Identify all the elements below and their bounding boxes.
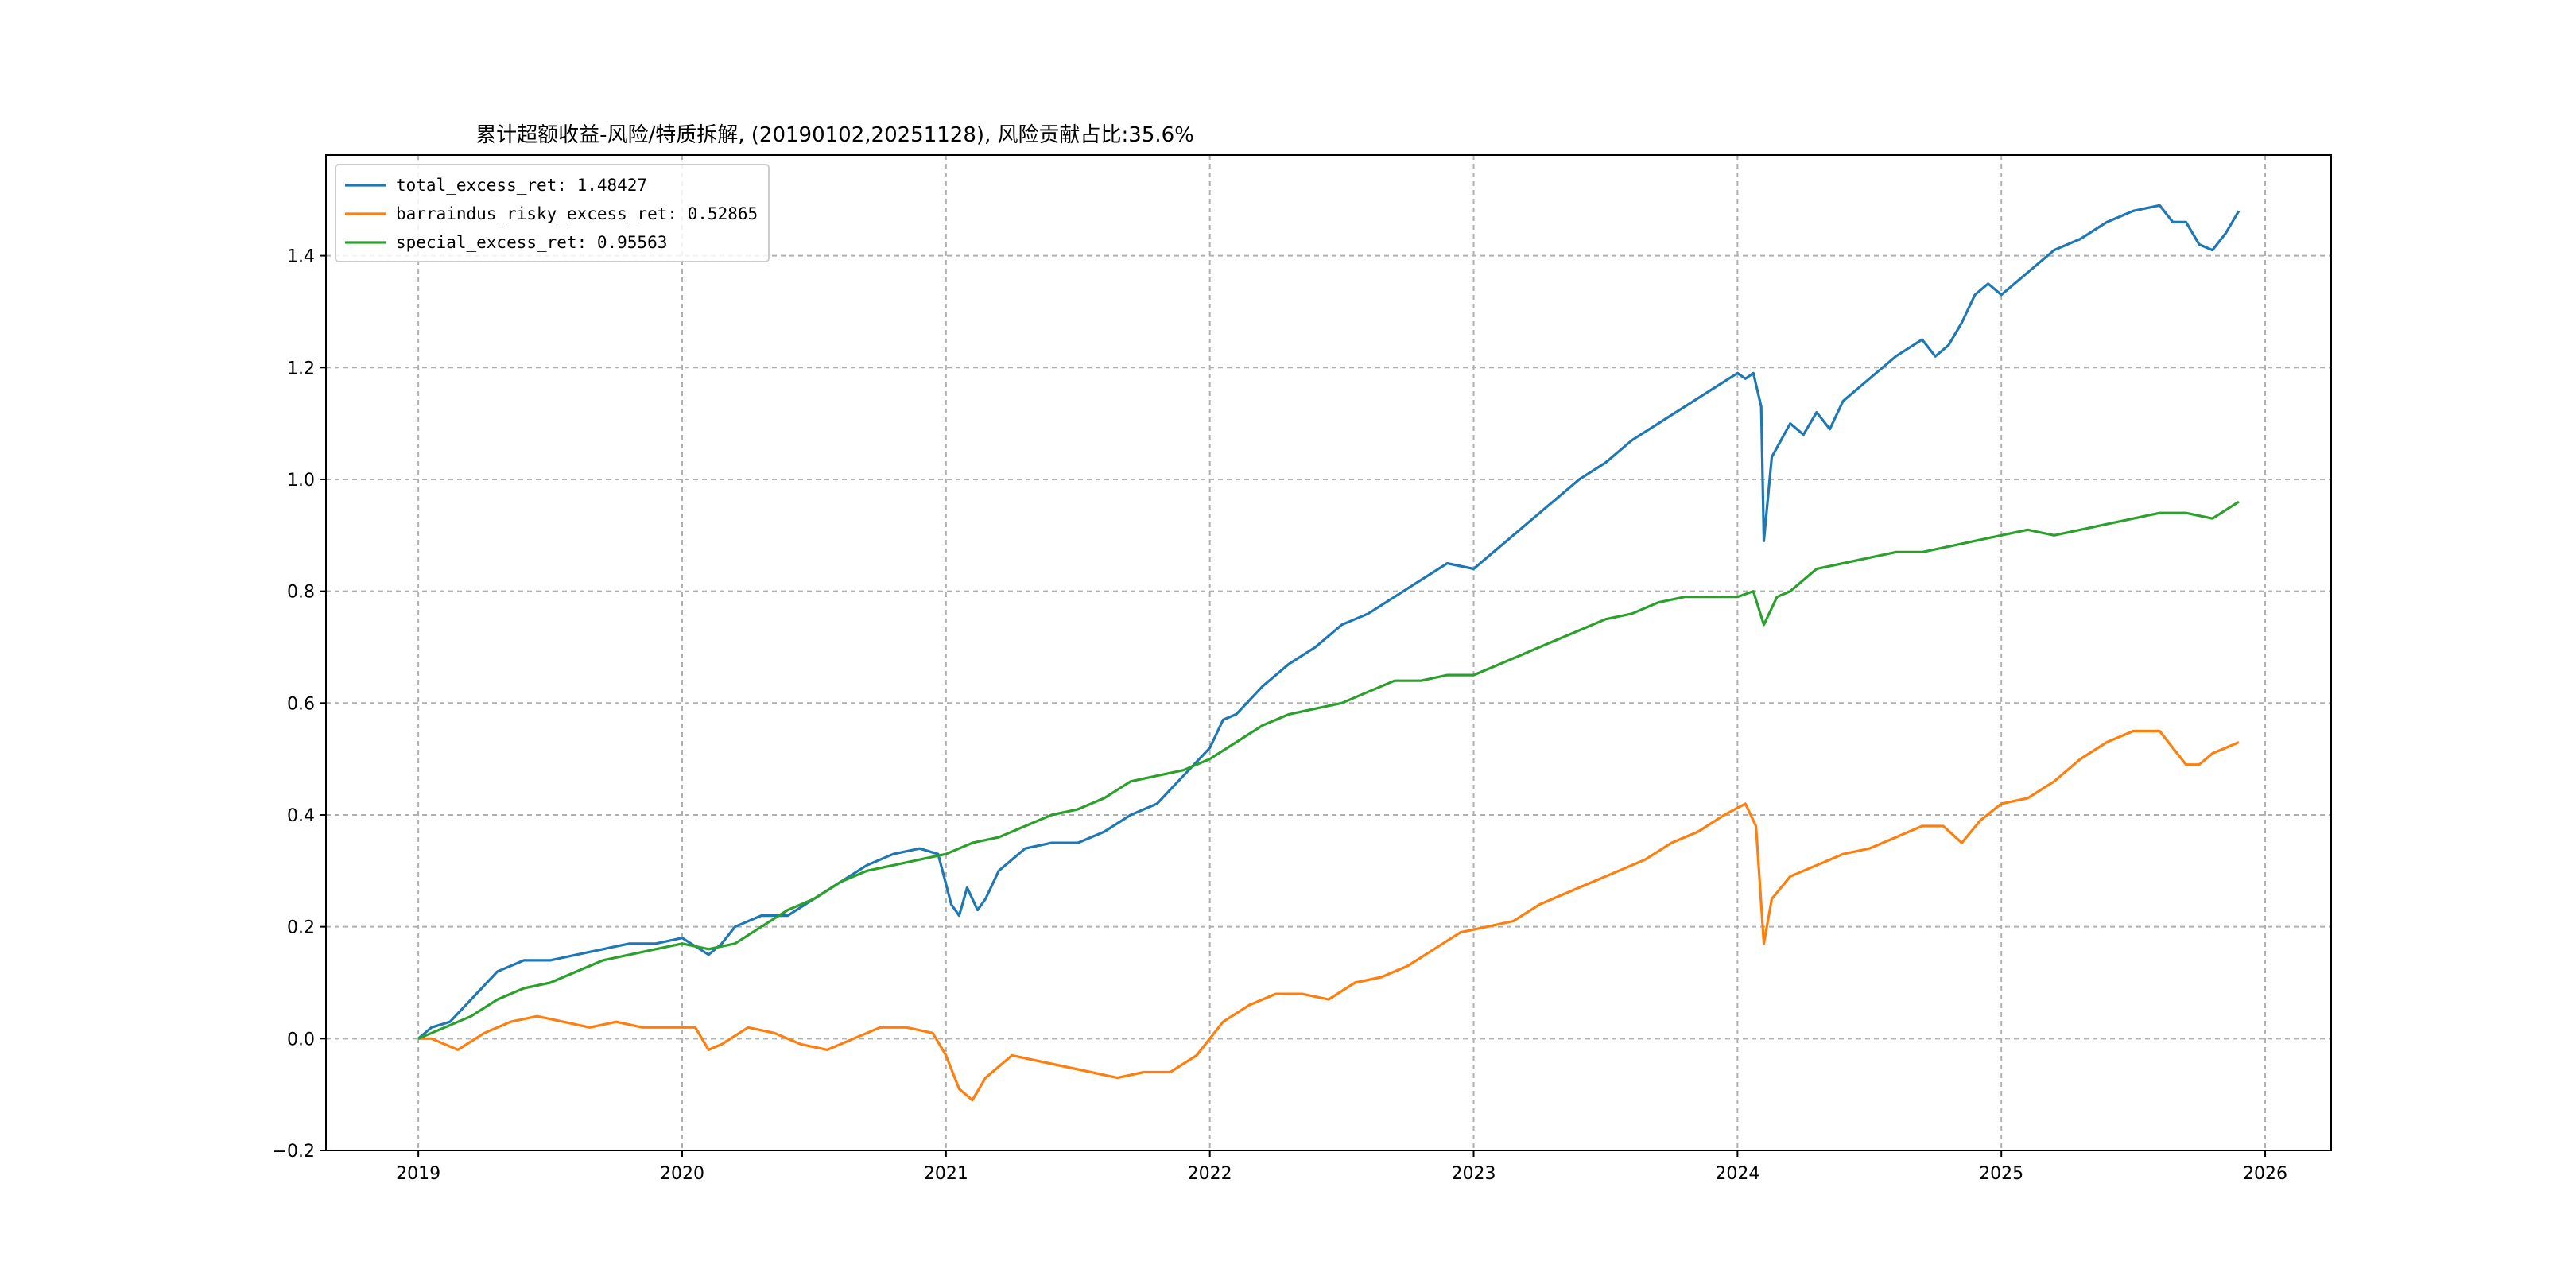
x-tick-label: 2023: [1452, 1164, 1496, 1184]
y-tick-label: 0.8: [287, 583, 315, 603]
x-tick-label: 2026: [2243, 1164, 2287, 1184]
legend-label-2: special_excess_ret: 0.95563: [396, 233, 667, 252]
y-tick-label: 0.0: [287, 1030, 315, 1049]
y-tick-label: −0.2: [273, 1142, 315, 1162]
x-tick-label: 2020: [660, 1164, 704, 1184]
series-line-0: [417, 204, 2240, 1040]
y-tick-label: 0.4: [287, 806, 315, 826]
x-tick-label: 2021: [924, 1164, 968, 1184]
y-tick-label: 1.2: [287, 359, 315, 378]
plot-frame: [325, 154, 2332, 1151]
y-tick-label: 1.4: [287, 247, 315, 267]
axis-ticks: 2019 2020 2021 2022 2023 2024 2025 2026 −0.2 0.0 0…: [273, 247, 2287, 1184]
legend-label-1: barraindus_risky_excess_ret: 0.52865: [396, 204, 758, 223]
legend-box: [335, 164, 770, 262]
y-tick-label: 1.0: [287, 471, 315, 491]
legend-label-0: total_excess_ret: 1.48427: [396, 176, 647, 195]
series-line-1: [418, 729, 2240, 1102]
x-tick-label: 2025: [1979, 1164, 2023, 1184]
x-tick-label: 2019: [396, 1164, 440, 1184]
legend: total_excess_ret: 1.48427 barraindus_risk…: [335, 164, 770, 262]
y-tick-label: 0.2: [287, 918, 315, 938]
y-tick-label: 0.6: [287, 694, 315, 714]
series-line-2: [417, 500, 2240, 1040]
x-tick-label: 2022: [1188, 1164, 1232, 1184]
plot-lines: [417, 204, 2240, 1102]
chart-title: 累计超额收益-风险/特质拆解, (20190102,20251128), 风险贡…: [475, 123, 1194, 147]
x-tick-label: 2024: [1715, 1164, 1759, 1184]
